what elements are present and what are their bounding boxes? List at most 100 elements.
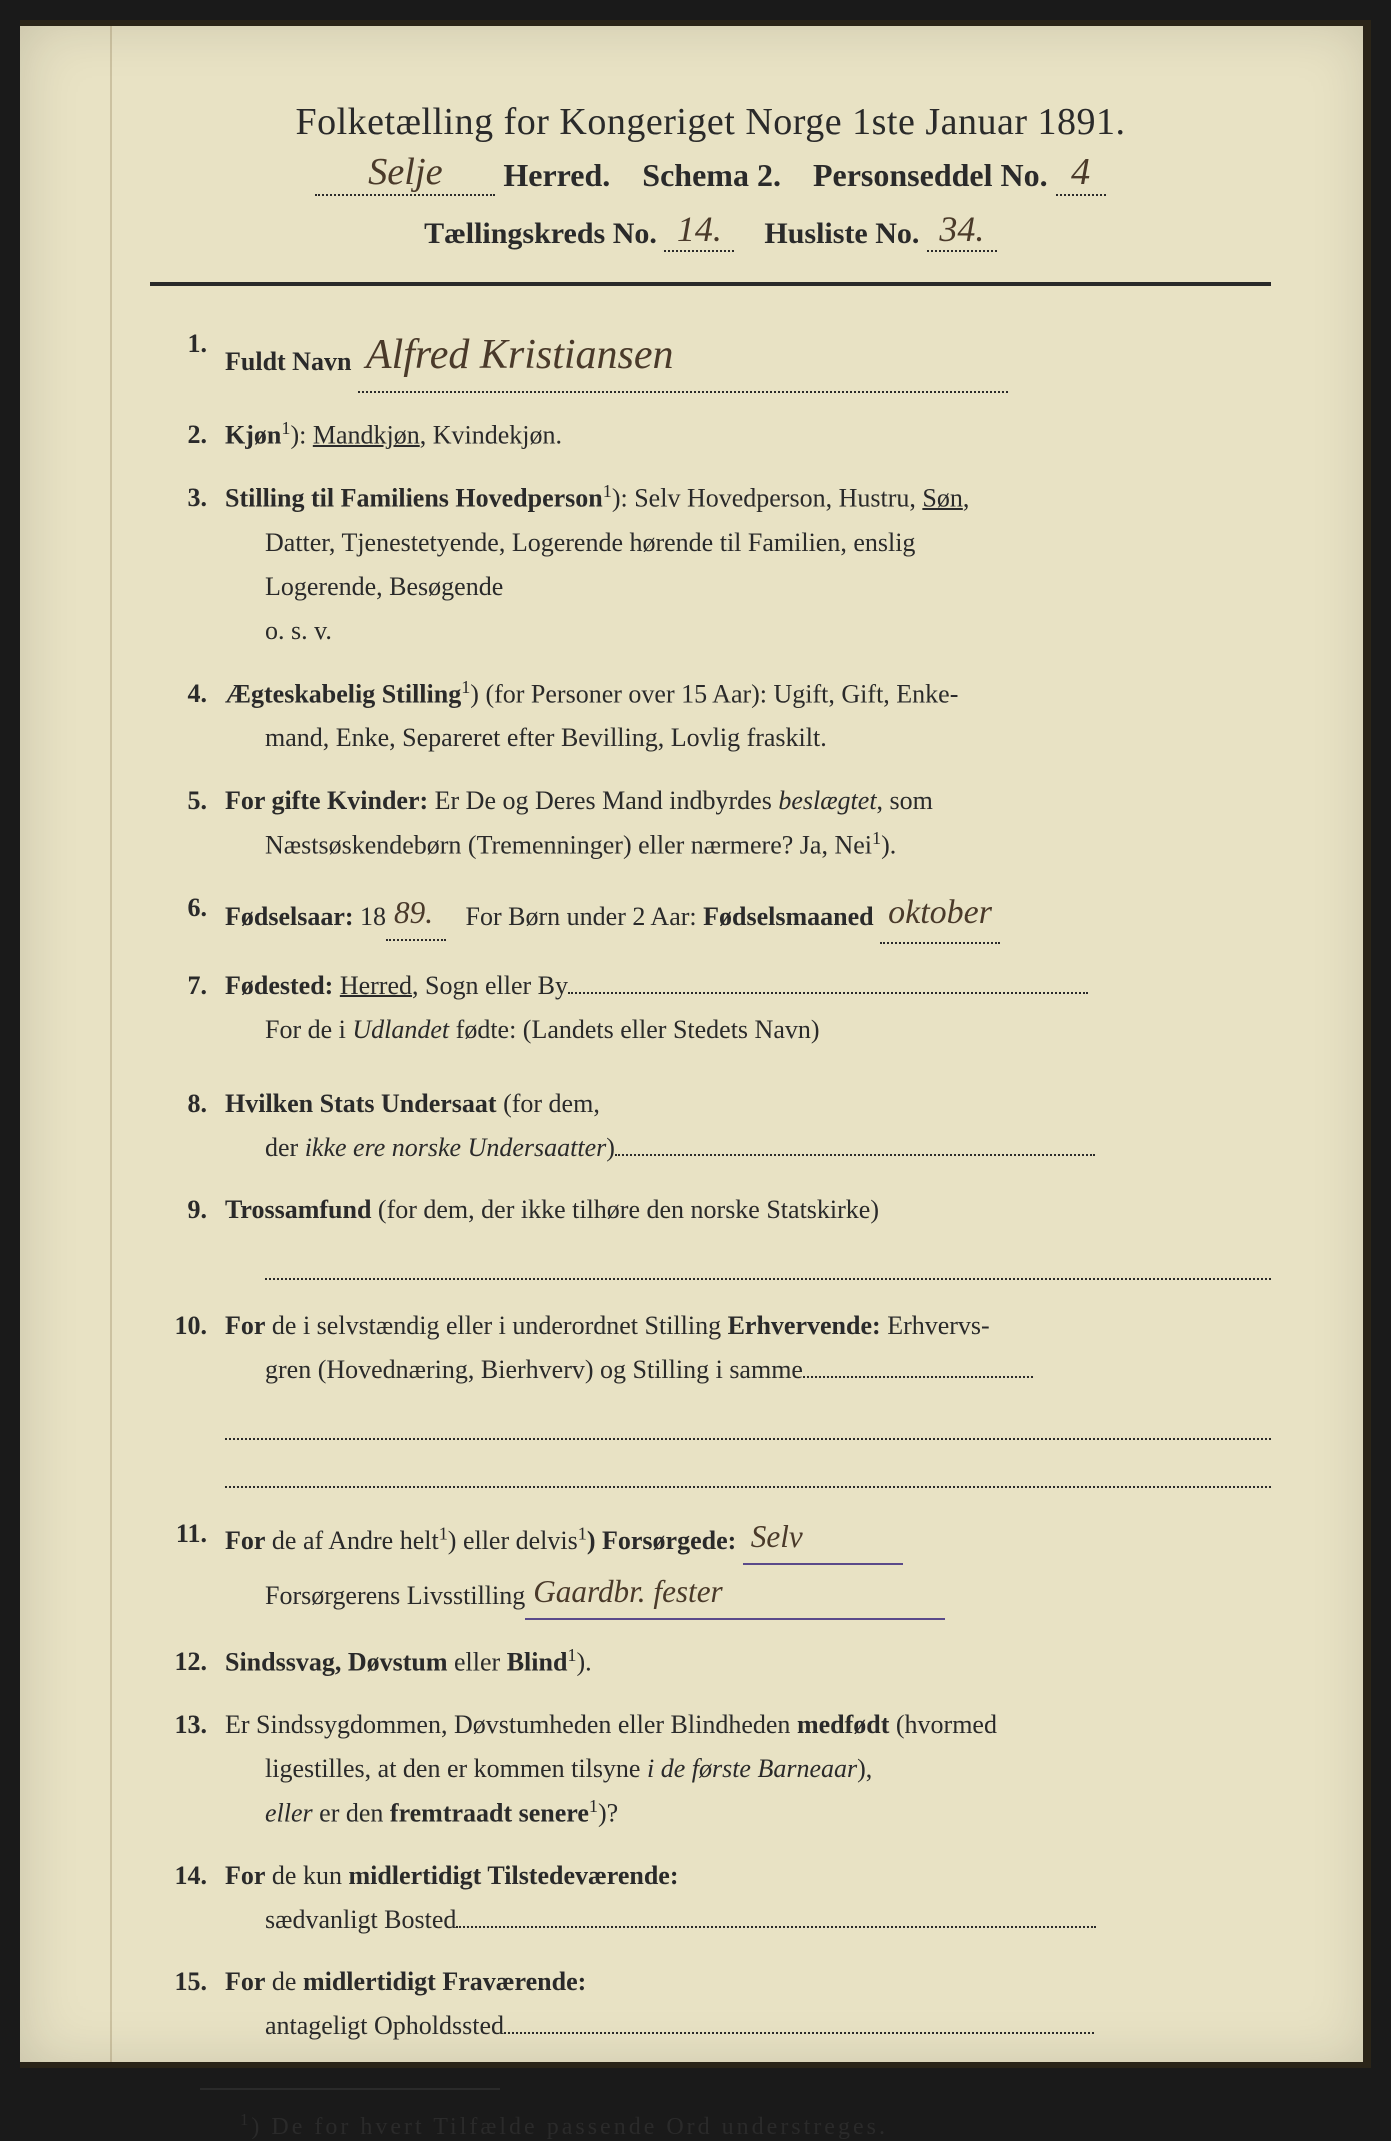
item-10: 10. For de i selvstændig eller i underor… [160,1304,1271,1494]
footnote-ref: 1 [589,1796,598,1816]
item-13: 13. Er Sindssygdommen, Døvstumheden elle… [160,1703,1271,1836]
taellingskreds-label: Tællingskreds No. [424,217,657,250]
text: Er De og Deres Mand indbyrdes [428,786,778,815]
item-11: 11. For de af Andre helt1) eller delvis1… [160,1512,1271,1622]
husliste-label: Husliste No. [764,217,919,250]
item-4: 4. Ægteskabelig Stilling1) (for Personer… [160,672,1271,761]
text: ) eller delvis [448,1526,578,1555]
footnote-marker: 1 [240,2110,251,2129]
item-number: 12. [160,1640,225,1685]
field-label: ) Forsørgede: [587,1526,736,1555]
personseddel-label: Personseddel No. [813,157,1048,193]
italic-text: i de første Barneaar [647,1754,857,1783]
continuation-line: Forsørgerens LivsstillingGaardbr. fester [225,1567,1271,1622]
year-value: 89. [386,886,446,941]
item-number: 11. [160,1512,225,1622]
field-label: Stilling til Familiens Hovedperson [225,484,603,513]
footnote: 1) De for hvert Tilfælde passende Ord un… [150,2110,1271,2141]
item-number: 9. [160,1188,225,1286]
blank-line [225,1446,1271,1488]
header-title: Folketælling for Kongeriget Norge 1ste J… [150,100,1271,144]
footnote-ref: 1 [578,1523,587,1543]
text: de kun [265,1861,348,1890]
item-number: 15. [160,1960,225,2048]
blank-line [568,992,1088,994]
form-items: 1. Fuldt Navn Alfred Kristiansen 2. Kjøn… [150,322,1271,2048]
continuation-line: sædvanligt Bosted [225,1898,1271,1942]
text: sædvanligt Bosted [265,1905,456,1934]
item-14: 14. For de kun midlertidigt Tilstedevære… [160,1854,1271,1942]
continuation-line: eller er den fremtraadt senere1)? [225,1791,1271,1836]
text: der [265,1133,305,1162]
item-body: Ægteskabelig Stilling1) (for Personer ov… [225,672,1271,761]
husliste-no: 34. [927,208,997,252]
footnote-ref: 1 [872,828,881,848]
text: For Børn under 2 Aar: [459,902,703,931]
continuation-line: o. s. v. [225,609,1271,653]
item-2: 2. Kjøn1): Mandkjøn, Kvindekjøn. [160,413,1271,458]
item-body: Fødested: Herred, Sogn eller By For de i… [225,964,1271,1052]
item-6: 6. Fødselsaar: 1889. For Børn under 2 Aa… [160,886,1271,946]
continuation-line: Næstsøskendebørn (Tremenninger) eller næ… [225,823,1271,868]
blank-line [225,1398,1271,1440]
item-8: 8. Hvilken Stats Undersaat (for dem, der… [160,1082,1271,1170]
item-body: Fuldt Navn Alfred Kristiansen [225,322,1271,395]
item-number: 7. [160,964,225,1052]
item-body: Hvilken Stats Undersaat (for dem, der ik… [225,1082,1271,1170]
option-selected: Herred [340,971,412,1000]
option-selected: Mandkjøn [313,421,420,450]
divider-rule [150,282,1271,286]
text: (for dem, der ikke tilhøre den norske St… [371,1195,879,1224]
field-label: For [225,1526,265,1555]
text: ) (for Personer over 15 Aar): Ugift, Gif… [470,679,958,708]
footnote-text: ) De for hvert Tilfælde passende Ord und… [251,2114,888,2140]
item-body: Sindssvag, Døvstum eller Blind1). [225,1640,1271,1685]
italic-text: Udlandet [352,1015,449,1044]
text: , som [877,786,933,815]
text: 18 [354,902,387,931]
item-number: 14. [160,1854,225,1942]
footnote-ref: 1 [439,1523,448,1543]
item-body: Stilling til Familiens Hovedperson1): Se… [225,476,1271,653]
text: antageligt Opholdssted [265,2011,504,2040]
field-label: midlertidigt Fraværende: [303,1967,586,1996]
text: Næstsøskendebørn (Tremenninger) eller næ… [265,831,872,860]
continuation-line: gren (Hovednæring, Bierhverv) og Stillin… [225,1348,1271,1392]
item-number: 1. [160,322,225,395]
item-body: For gifte Kvinder: Er De og Deres Mand i… [225,779,1271,868]
continuation-line: ligestilles, at den er kommen tilsyne i … [225,1747,1271,1791]
text: ): Selv Hovedperson, Hustru, [612,484,923,513]
text: ). [881,831,896,860]
text: Erhvervs- [881,1311,990,1340]
field-label: For gifte Kvinder: [225,786,428,815]
text: (for dem, [497,1089,600,1118]
field-label: Blind [507,1647,568,1676]
name-value: Alfred Kristiansen [358,320,1008,393]
personseddel-no: 4 [1056,150,1106,196]
item-1: 1. Fuldt Navn Alfred Kristiansen [160,322,1271,395]
text: ): [290,421,312,450]
herred-label: Herred. [503,157,610,193]
text: fødte: (Landets eller Stedets Navn) [449,1015,819,1044]
field-label: Erhvervende: [728,1311,881,1340]
continuation-line: der ikke ere norske Undersaatter) [225,1126,1271,1170]
text: , Sogn eller By [412,971,568,1000]
item-number: 4. [160,672,225,761]
field-label: Ægteskabelig Stilling [225,679,461,708]
header-line-2: Selje Herred. Schema 2. Personseddel No.… [150,152,1271,198]
item-number: 2. [160,413,225,458]
text: ), [857,1754,872,1783]
text: , [963,484,970,513]
continuation-line: antageligt Opholdssted [225,2004,1271,2048]
item-3: 3. Stilling til Familiens Hovedperson1):… [160,476,1271,653]
field-label: midlertidigt Tilstedeværende: [348,1861,678,1890]
italic-text: beslægtet [778,786,876,815]
blank-line [803,1376,1033,1378]
field-label: Trossamfund [225,1195,371,1224]
page-edge [20,2062,1371,2068]
continuation-line: Datter, Tjenestetyende, Logerende hørend… [225,521,1271,565]
field-label: For [225,1967,265,1996]
item-number: 3. [160,476,225,653]
text: Forsørgerens Livsstilling [265,1581,525,1610]
item-body: For de midlertidigt Fraværende: antageli… [225,1960,1271,2048]
